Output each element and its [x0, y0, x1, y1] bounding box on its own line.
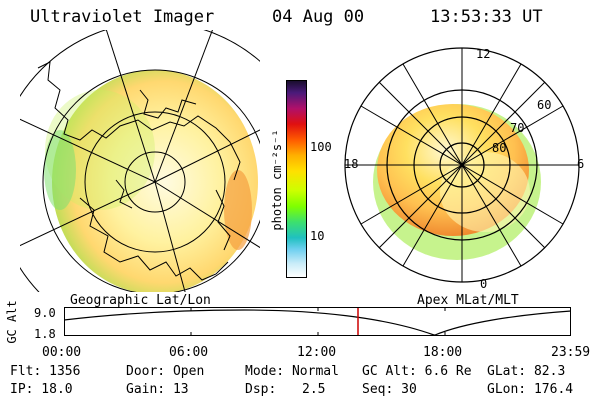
info-flt: Flt: 1356 — [10, 364, 81, 379]
mlat-label-70: 70 — [510, 121, 525, 135]
meridian-line — [154, 30, 213, 183]
mlt-label-18: 18 — [344, 157, 359, 171]
mlat-label-80: 80 — [492, 141, 507, 155]
mlt-label-0: 0 — [480, 277, 488, 291]
latitude-circle — [84, 111, 226, 253]
altitude-axis-label: GC Alt — [5, 300, 19, 344]
info-glon: GLon: 176.4 — [487, 382, 574, 397]
info-mode: Mode: Normal — [245, 364, 339, 379]
meridian-line — [105, 30, 156, 183]
altitude-curve — [64, 309, 572, 336]
coastline — [79, 197, 229, 281]
meridian-line — [154, 181, 186, 292]
date-label: 04 Aug 00 — [272, 7, 365, 27]
meridian-line — [20, 181, 156, 247]
geographic-caption: Geographic Lat/Lon — [70, 293, 211, 308]
altitude-tick-high: 9.0 — [34, 306, 56, 320]
colorbar-unit-label: photon cm⁻²s⁻¹ — [270, 129, 284, 231]
latitude-circle — [42, 69, 260, 292]
time-tick-1800: 18:00 — [423, 345, 463, 360]
time-tick-0600: 06:00 — [169, 345, 209, 360]
altitude-plot-frame — [64, 307, 571, 336]
coastline — [37, 61, 241, 181]
mlat-label-60: 60 — [537, 98, 552, 112]
info-gain: Gain: 13 — [126, 382, 189, 397]
info-door: Door: Open — [126, 364, 205, 379]
mlat-mlt-polar-panel — [344, 47, 580, 283]
geographic-image-panel — [20, 30, 260, 292]
info-dsp-label: Dsp: — [245, 382, 277, 397]
time-label: 13:53:33 UT — [430, 7, 543, 27]
info-glat: GLat: 82.3 — [487, 364, 566, 379]
mlt-label-12: 12 — [476, 47, 491, 61]
info-ip: IP: 18.0 — [10, 382, 73, 397]
time-tick-0000: 00:00 — [42, 345, 82, 360]
altitude-plot — [64, 307, 572, 336]
latitude-circle — [124, 151, 186, 213]
time-tick-1200: 12:00 — [297, 345, 337, 360]
colorbar-tick-10: 10 — [310, 229, 325, 243]
colorbar-tick-100: 100 — [310, 140, 332, 154]
info-dsp-value: 2.5 — [302, 382, 326, 397]
info-seq: Seq: 30 — [362, 382, 417, 397]
mlt-label-6: 6 — [577, 157, 585, 171]
altitude-tick-low: 1.8 — [34, 327, 56, 341]
info-gcalt: GC Alt: 6.6 Re — [362, 364, 472, 379]
meridian-line — [20, 118, 156, 183]
apex-caption: Apex MLat/MLT — [417, 293, 519, 308]
time-tick-2359: 23:59 — [551, 345, 591, 360]
mlt-spoke — [360, 105, 564, 225]
colorbar — [286, 80, 307, 278]
meridian-line — [154, 181, 260, 249]
meridian-line — [154, 129, 260, 183]
instrument-title: Ultraviolet Imager — [30, 7, 215, 27]
